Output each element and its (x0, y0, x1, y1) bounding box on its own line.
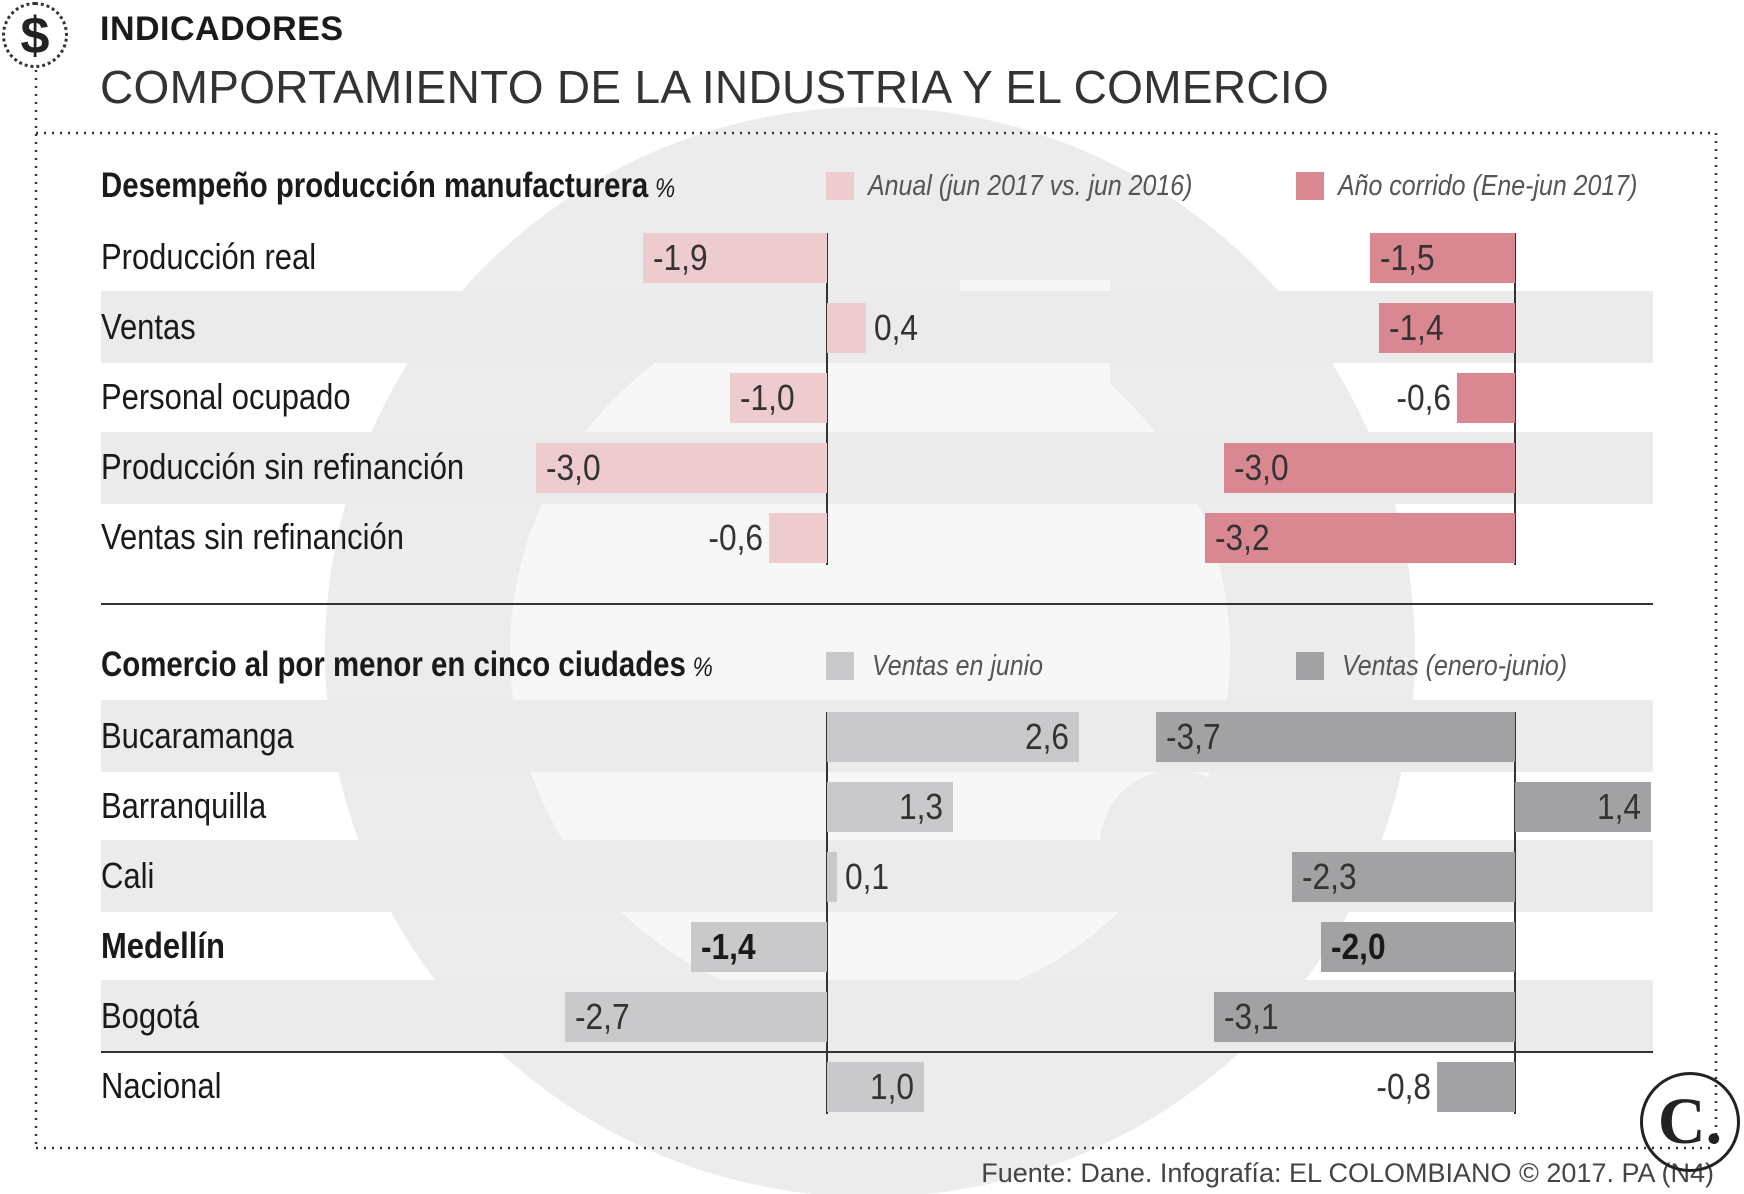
section-title-manufactura: Desempeño producción manufacturera% (101, 166, 675, 206)
bar (1321, 922, 1515, 972)
bar (827, 782, 954, 832)
data-label: -0,6 (708, 517, 763, 558)
row-label-ventas-sin-refinancion: Ventas sin refinanción (101, 516, 404, 557)
section-divider (101, 603, 1653, 605)
unit-label: % (692, 652, 713, 682)
zero-axis-line (826, 233, 828, 565)
header-title: COMPORTAMIENTO DE LA INDUSTRIA Y EL COME… (100, 61, 1330, 113)
row-label-produccion-sin-refinancion: Producción sin refinanción (101, 446, 465, 487)
bar (1204, 513, 1515, 563)
data-label: -2,0 (1331, 926, 1386, 967)
row-label-nacional: Nacional (101, 1065, 222, 1106)
data-label: 2,6 (1025, 716, 1070, 757)
data-label: 0,4 (873, 307, 918, 348)
bar (768, 513, 827, 563)
legend-swatch-ventas-enero-junio (1296, 652, 1324, 680)
row-label-cali: Cali (101, 855, 155, 896)
data-label: 1,3 (899, 786, 944, 827)
bar (1456, 373, 1515, 423)
row-label-barranquilla: Barranquilla (101, 785, 267, 826)
bar (1156, 712, 1515, 762)
bar (1291, 852, 1515, 902)
data-label: 1,0 (869, 1066, 914, 1107)
row-label-personal-ocupado: Personal ocupado (101, 376, 351, 417)
legend-swatch-ventas-junio (826, 652, 854, 680)
data-label: -3,1 (1224, 996, 1279, 1037)
logo-badge (1640, 1072, 1740, 1172)
bar (827, 852, 837, 902)
data-label: -1,4 (701, 926, 756, 967)
data-label: -2,7 (575, 996, 630, 1037)
legend-swatch-ano-corrido (1296, 172, 1324, 200)
section-title-text: Comercio al por menor en cinco ciudades (101, 645, 686, 684)
data-label: -0,6 (1396, 377, 1451, 418)
bar (1515, 782, 1651, 832)
row-label-bogota: Bogotá (101, 995, 200, 1036)
row-label-medellin: Medellín (101, 925, 225, 966)
footer-source: Fuente: Dane. Infografía: EL COLOMBIANO … (981, 1158, 1714, 1188)
dollar-icon: $ (20, 7, 50, 65)
data-label: -3,7 (1166, 716, 1221, 757)
bar (827, 303, 866, 353)
bar (827, 712, 1080, 762)
legend-label-ventas-junio: Ventas en junio (872, 650, 1044, 682)
row-label-bucaramanga: Bucaramanga (101, 715, 294, 756)
logo-c-icon: C. (1657, 1085, 1723, 1158)
bar (691, 922, 827, 972)
unit-label: % (655, 173, 676, 203)
row-label-produccion-real: Producción real (101, 236, 317, 277)
data-label: -1,4 (1389, 307, 1444, 348)
zero-axis-line (1514, 233, 1516, 565)
data-label: 1,4 (1596, 786, 1641, 827)
bar (1214, 992, 1515, 1042)
nacional-divider (101, 1051, 1653, 1053)
bar (1437, 1062, 1515, 1112)
bar (1369, 233, 1515, 283)
header-kicker: INDICADORES (100, 10, 344, 48)
legend-label-anual: Anual (jun 2017 vs. jun 2016) (868, 170, 1193, 202)
data-label: -0,8 (1376, 1066, 1432, 1107)
data-label: -1,9 (652, 237, 708, 278)
bar (565, 992, 827, 1042)
section-title-comercio: Comercio al por menor en cinco ciudades% (101, 645, 713, 685)
bar (1224, 443, 1515, 493)
legend-label-ventas-enero-junio: Ventas (enero-junio) (1342, 650, 1568, 682)
bar (730, 373, 827, 423)
data-label: -3,2 (1214, 517, 1270, 558)
data-label: -3,0 (546, 447, 601, 488)
data-label: 0,1 (844, 856, 889, 897)
zero-axis-line (826, 712, 828, 1114)
data-label: -3,0 (1234, 447, 1289, 488)
legend-swatch-anual (826, 172, 854, 200)
zero-axis-line (1514, 712, 1516, 1114)
section-title-text: Desempeño producción manufacturera (101, 166, 649, 205)
data-label: -1,5 (1379, 237, 1435, 278)
bar (827, 1062, 924, 1112)
data-label: -1,0 (740, 377, 795, 418)
bar (1379, 303, 1515, 353)
legend-label-ano-corrido: Año corrido (Ene-jun 2017) (1338, 170, 1638, 202)
dollar-badge (2, 2, 68, 68)
bar (536, 443, 827, 493)
bar (642, 233, 827, 283)
row-label-ventas: Ventas (101, 306, 196, 347)
data-label: -2,3 (1301, 856, 1357, 897)
